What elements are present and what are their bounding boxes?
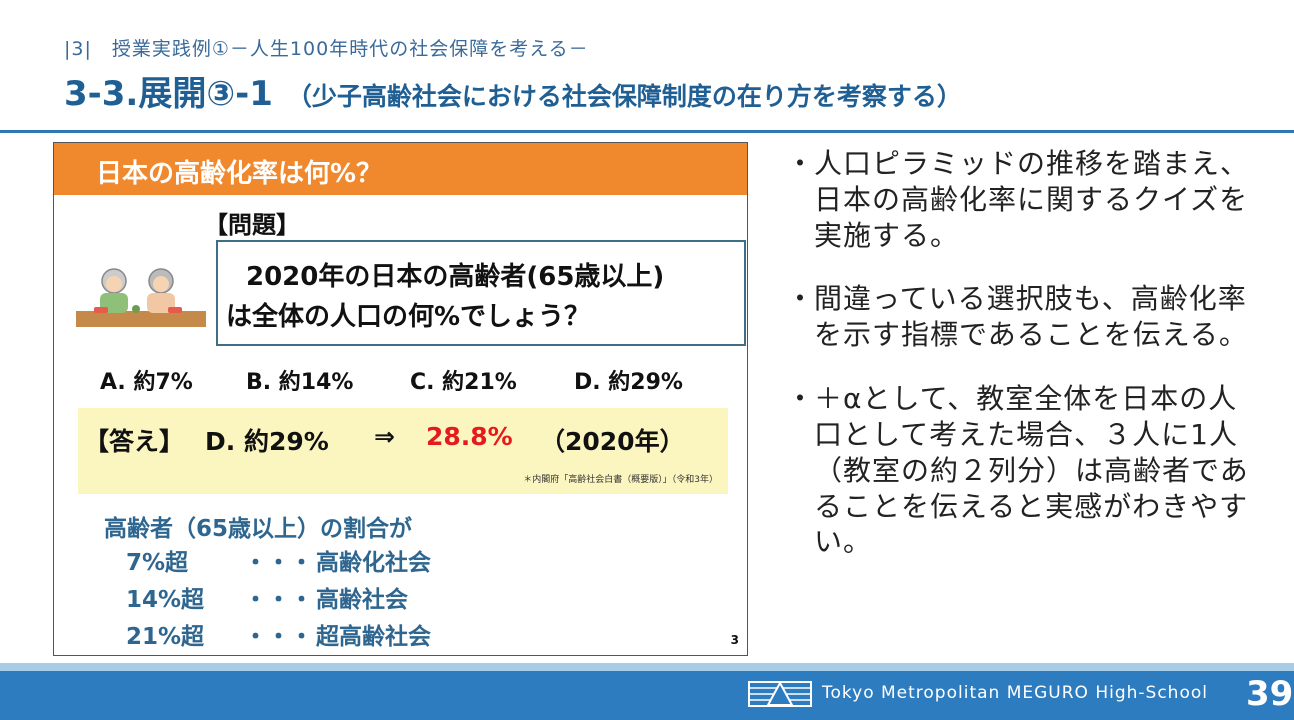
bullet-text: 人口ピラミッドの推移を踏まえ、日本の高齢化率に関するクイズを実施する。 bbox=[814, 147, 1250, 252]
definition-term: 高齢社会 bbox=[316, 587, 408, 613]
definition-dots: ・・・ bbox=[244, 587, 313, 613]
bullet-item: ・ 人口ピラミッドの推移を踏まえ、日本の高齢化率に関するクイズを実施する。 bbox=[784, 146, 1254, 253]
elderly-couple-illustration bbox=[76, 268, 206, 327]
slide-banner: 日本の高齢化率は何%？ bbox=[54, 143, 747, 195]
page-title-row: 3-3.展開③-1 （少子高齢社会における社会保障制度の在り方を考察する） bbox=[64, 66, 962, 115]
school-emblem-icon bbox=[748, 680, 812, 707]
embedded-slide: 日本の高齢化率は何%？ 【問題】 2020年の日本の高齢者(65歳以上) は全体… bbox=[53, 142, 748, 656]
bullet-mark: ・ bbox=[786, 282, 816, 316]
page-subtitle: （少子高齢社会における社会保障制度の在り方を考察する） bbox=[286, 82, 962, 111]
bullet-list: ・ 人口ピラミッドの推移を踏まえ、日本の高齢化率に関するクイズを実施する。 ・ … bbox=[784, 146, 1254, 588]
bullet-text: 間違っている選択肢も、高齢化率を示す指標であることを伝える。 bbox=[814, 282, 1248, 352]
page-title: 3-3.展開③-1 bbox=[64, 74, 273, 114]
definition-term: 超高齢社会 bbox=[316, 624, 431, 650]
definition-dots: ・・・ bbox=[244, 624, 313, 650]
footer-accent-strip bbox=[0, 663, 1294, 671]
definition-threshold: 7%超 bbox=[126, 550, 189, 576]
footer-bar bbox=[0, 671, 1294, 720]
definition-threshold: 21%超 bbox=[126, 624, 205, 650]
choice-c: C. 約21% bbox=[410, 370, 517, 395]
definition-title: 高齢者（65歳以上）の割合が bbox=[104, 516, 413, 542]
bullet-text: ＋αとして、教室全体を日本の人口として考えた場合、３人に1人（教室の約２列分）は… bbox=[814, 382, 1249, 559]
answer-arrow: ⇒ bbox=[374, 422, 395, 451]
answer-label: 【答え】 bbox=[84, 427, 185, 456]
school-name: Tokyo Metropolitan MEGURO High-School bbox=[822, 683, 1208, 703]
slide-number: 3 bbox=[730, 633, 739, 647]
choice-d: D. 約29% bbox=[574, 370, 683, 395]
definition-term: 高齢化社会 bbox=[316, 550, 431, 576]
definition-dots: ・・・ bbox=[244, 550, 313, 576]
footer: Tokyo Metropolitan MEGURO High-School 39 bbox=[0, 663, 1294, 720]
breadcrumb: |3| 授業実践例①－人生100年時代の社会保障を考える－ bbox=[64, 38, 589, 60]
question-box: 2020年の日本の高齢者(65歳以上) は全体の人口の何%でしょう？ bbox=[216, 240, 746, 346]
slide-banner-title: 日本の高齢化率は何%？ bbox=[96, 159, 383, 189]
answer-box: 【答え】 D. 約29% ⇒ 28.8% （2020年） ＊内閣府「高齢社会白書… bbox=[78, 408, 728, 494]
choice-a: A. 約7% bbox=[100, 370, 193, 395]
answer-source: ＊内閣府「高齢社会白書（概要版）」（令和3年） bbox=[523, 475, 718, 485]
question-heading: 【問題】 bbox=[204, 211, 300, 239]
bullet-item: ・ ＋αとして、教室全体を日本の人口として考えた場合、３人に1人（教室の約２列分… bbox=[784, 381, 1254, 560]
answer-choice: D. 約29% bbox=[205, 427, 329, 456]
title-divider bbox=[0, 130, 1294, 133]
bullet-mark: ・ bbox=[786, 147, 816, 180]
question-line-1: 2020年の日本の高齢者(65歳以上) bbox=[246, 262, 665, 292]
question-line-2: は全体の人口の何%でしょう？ bbox=[226, 302, 591, 332]
bullet-item: ・ 間違っている選択肢も、高齢化率を示す指標であることを伝える。 bbox=[784, 281, 1254, 353]
definition-threshold: 14%超 bbox=[126, 587, 205, 613]
choice-b: B. 約14% bbox=[246, 370, 354, 395]
bullet-mark: ・ bbox=[786, 382, 816, 416]
page-number: 39 bbox=[1246, 674, 1294, 714]
answer-value: 28.8% bbox=[426, 422, 513, 451]
answer-year: （2020年） bbox=[540, 427, 685, 456]
